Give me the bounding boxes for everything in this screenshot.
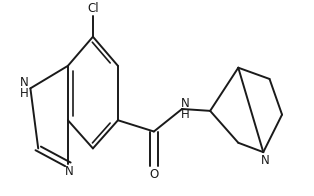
Text: N: N [65, 165, 74, 178]
Text: N: N [20, 76, 29, 89]
Text: H: H [20, 87, 29, 101]
Text: N: N [261, 154, 269, 167]
Text: O: O [149, 168, 159, 181]
Text: H: H [181, 108, 189, 121]
Text: N: N [181, 97, 189, 110]
Text: Cl: Cl [87, 2, 99, 15]
